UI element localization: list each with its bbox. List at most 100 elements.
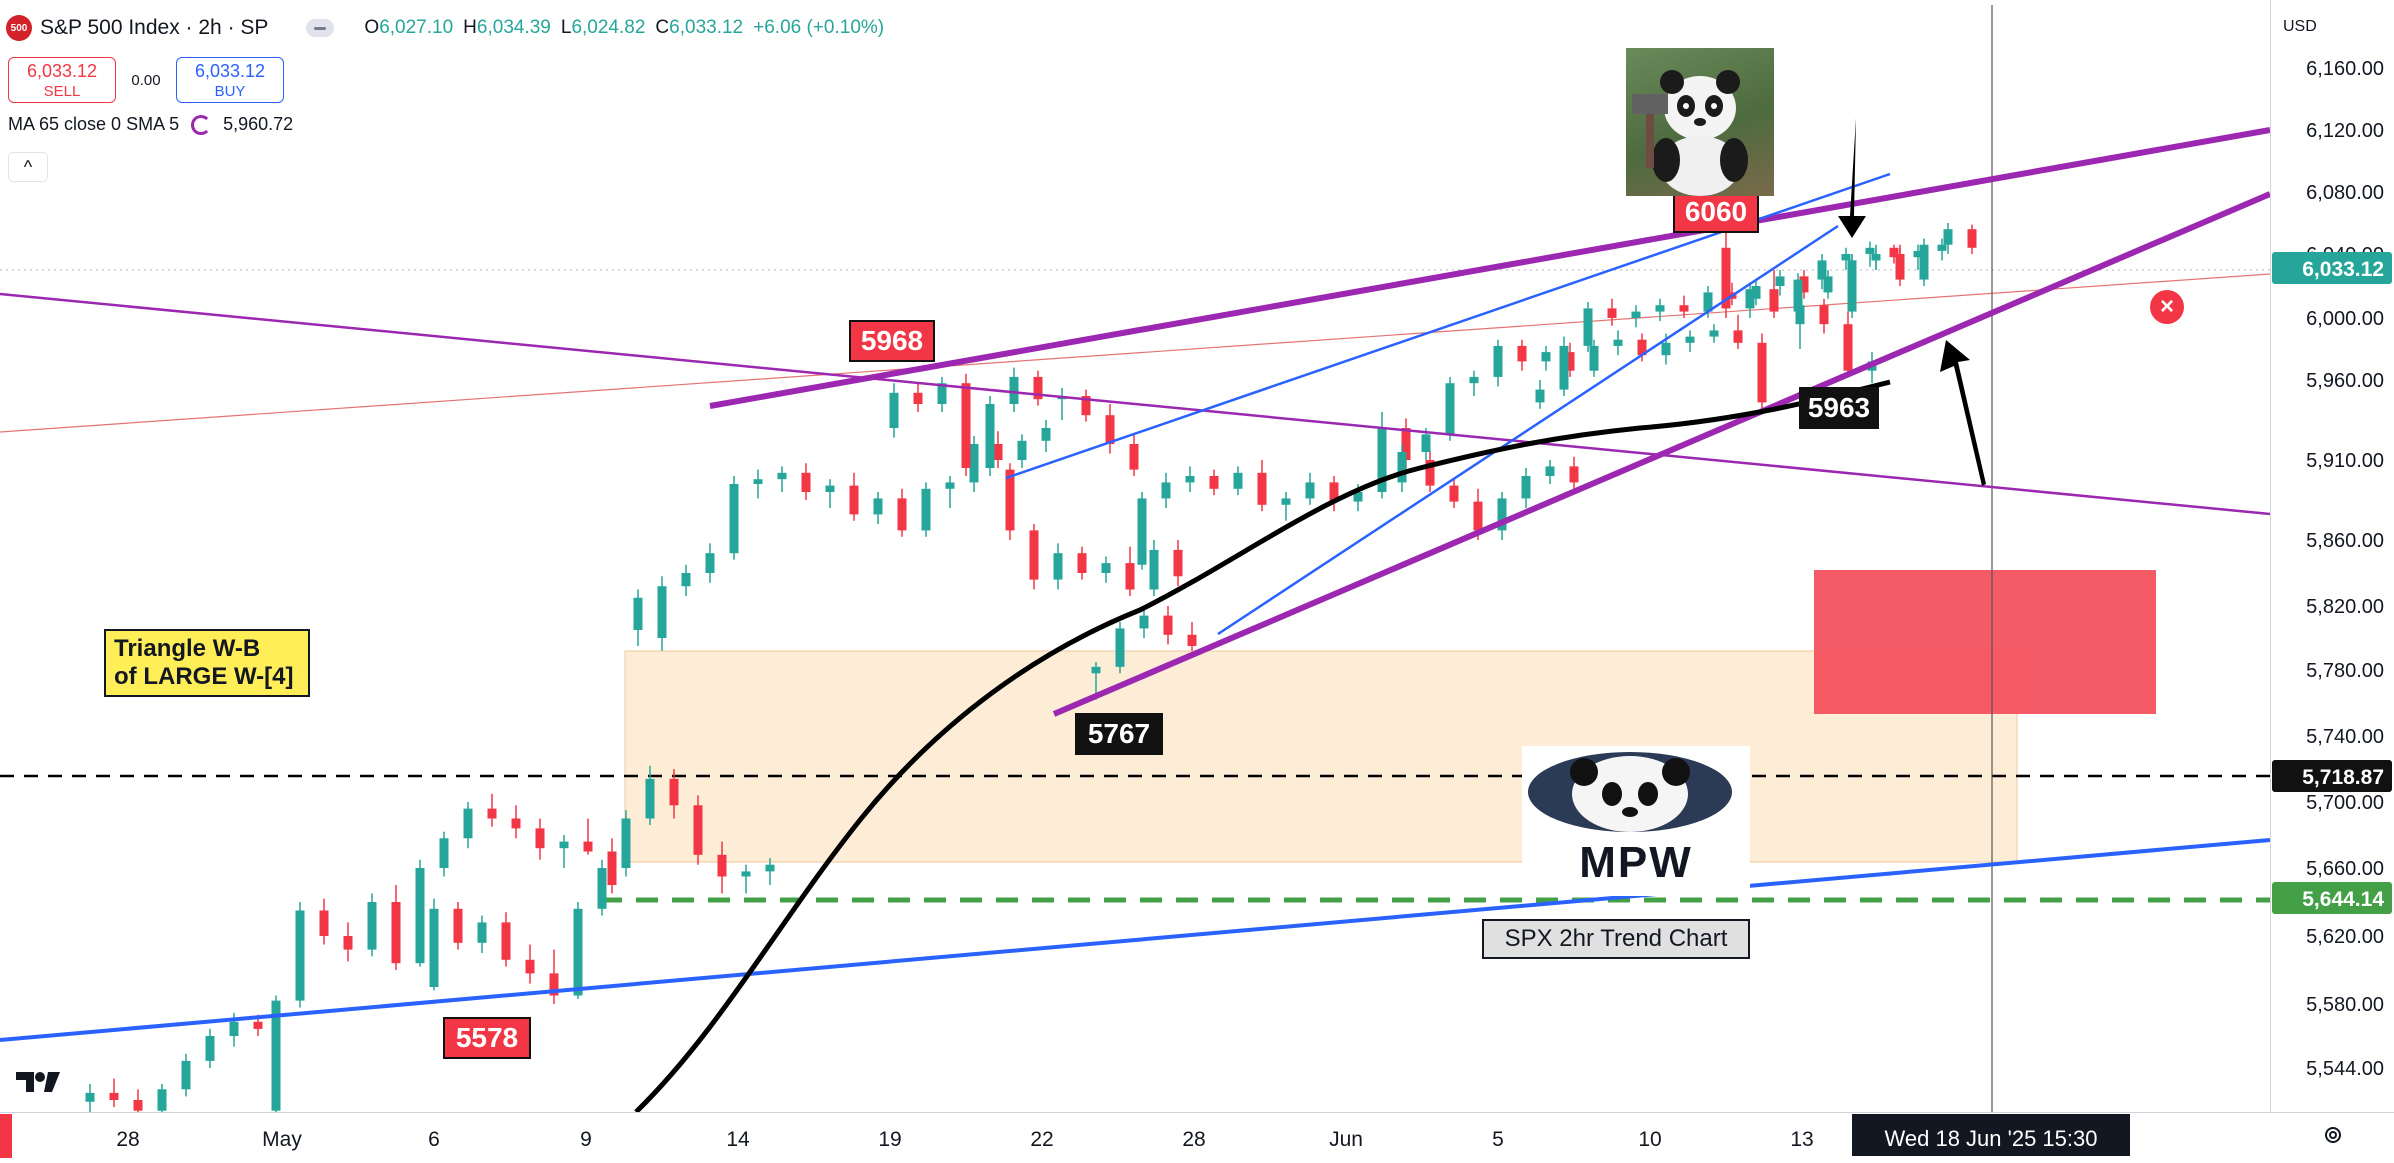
candle — [1421, 434, 1431, 452]
candle — [1081, 396, 1091, 416]
buy-price: 6,033.12 — [194, 60, 266, 81]
candle — [937, 383, 947, 404]
candle — [463, 808, 473, 839]
candle — [525, 959, 535, 974]
candle — [477, 922, 487, 943]
candle — [1493, 345, 1503, 377]
candle — [1655, 305, 1665, 312]
indicator-value: 5,960.72 — [223, 114, 294, 134]
candle — [1401, 428, 1411, 460]
candle — [1449, 485, 1459, 502]
panda-illustration — [1632, 70, 1748, 196]
candle — [439, 838, 449, 868]
candle — [1137, 498, 1147, 565]
candle — [157, 1089, 167, 1111]
candle — [753, 479, 763, 484]
candle — [825, 485, 835, 492]
support-zone — [624, 650, 2018, 863]
candle — [1257, 472, 1267, 505]
label-5767-box — [1075, 713, 1163, 755]
candle — [1535, 389, 1545, 403]
candle — [1751, 286, 1761, 299]
hide-legend-button[interactable] — [306, 19, 335, 37]
candle — [1823, 276, 1833, 293]
candle — [1817, 260, 1827, 280]
candle — [1353, 492, 1363, 502]
candle — [1865, 247, 1875, 254]
candle — [1733, 330, 1743, 343]
ohlc-values: O6,027.10 H6,034.39 L6,024.82 C6,033.12 … — [364, 17, 884, 39]
candle — [597, 868, 607, 909]
candle — [205, 1036, 215, 1061]
candle — [559, 841, 569, 849]
ohlc-open: O6,027.10 — [364, 17, 454, 38]
candle — [633, 597, 643, 630]
close-icon[interactable]: × — [2150, 290, 2184, 324]
candle — [1041, 428, 1051, 441]
candle — [583, 841, 593, 852]
candle — [367, 902, 377, 950]
candle — [897, 498, 907, 531]
candle — [343, 936, 353, 950]
gear-icon[interactable] — [2322, 1124, 2344, 1146]
trend-chart-label: SPX 2hr Trend Chart — [1482, 919, 1750, 959]
candle — [645, 778, 655, 819]
candle — [705, 553, 715, 573]
price-scale[interactable] — [2270, 0, 2394, 1112]
candle — [1841, 254, 1851, 261]
triangle-annotation-line2: of LARGE W-[4] — [114, 663, 294, 690]
candle — [1583, 308, 1593, 346]
currency-label[interactable]: USD — [2283, 18, 2317, 35]
sell-button[interactable]: 6,033.12 SELL — [8, 57, 116, 103]
purple-lower-channel — [1052, 191, 2272, 717]
candle — [1613, 339, 1623, 346]
symbol-title[interactable]: S&P 500 Index · 2h · SP — [40, 16, 269, 39]
label-5578: 5578 — [456, 1022, 518, 1053]
label-5968-box — [849, 320, 935, 362]
label-6060: 6060 — [1685, 196, 1747, 227]
candle — [1745, 289, 1755, 309]
candle — [229, 1021, 239, 1036]
candle — [1473, 501, 1483, 531]
candle — [1161, 482, 1171, 499]
candle — [1281, 498, 1291, 505]
candle — [1685, 336, 1695, 343]
tradingview-logo-icon[interactable] — [14, 1068, 62, 1094]
moving-average-line — [634, 379, 1891, 1114]
resistance-box — [1814, 570, 2156, 714]
candle — [913, 392, 923, 404]
ohlc-close: C6,033.12 — [655, 17, 744, 38]
candle — [109, 1092, 119, 1100]
ohlc-high: H6,034.39 — [463, 17, 551, 38]
candle — [1129, 444, 1139, 470]
candle — [1895, 254, 1905, 274]
candle — [1943, 229, 1953, 245]
candle — [391, 902, 401, 964]
mpw-panda-emblem — [1528, 752, 1732, 832]
candle — [1149, 549, 1159, 590]
candle — [1397, 452, 1407, 483]
candle — [1679, 305, 1689, 312]
candle — [889, 392, 899, 428]
collapse-legend-button[interactable]: ^ — [8, 152, 48, 182]
candle — [1607, 308, 1617, 318]
candle — [1469, 376, 1479, 384]
indicator-legend[interactable]: MA 65 close 0 SMA 5 5,960.72 — [8, 114, 293, 135]
candle — [1793, 279, 1803, 312]
mpw-logo-text: MPW — [1579, 838, 1693, 887]
sell-label: SELL — [43, 82, 81, 100]
time-axis[interactable] — [0, 1112, 2394, 1159]
candle — [1139, 615, 1149, 629]
refresh-icon[interactable] — [191, 114, 212, 135]
buy-label: BUY — [214, 82, 246, 100]
candle — [765, 864, 775, 872]
candle — [1871, 254, 1881, 261]
candle — [1163, 615, 1173, 635]
blue-long-trendline — [0, 838, 2271, 1042]
buy-button[interactable]: 6,033.12 BUY — [176, 57, 284, 103]
candle — [1637, 339, 1647, 356]
candle — [549, 973, 559, 996]
candle — [1033, 376, 1043, 400]
